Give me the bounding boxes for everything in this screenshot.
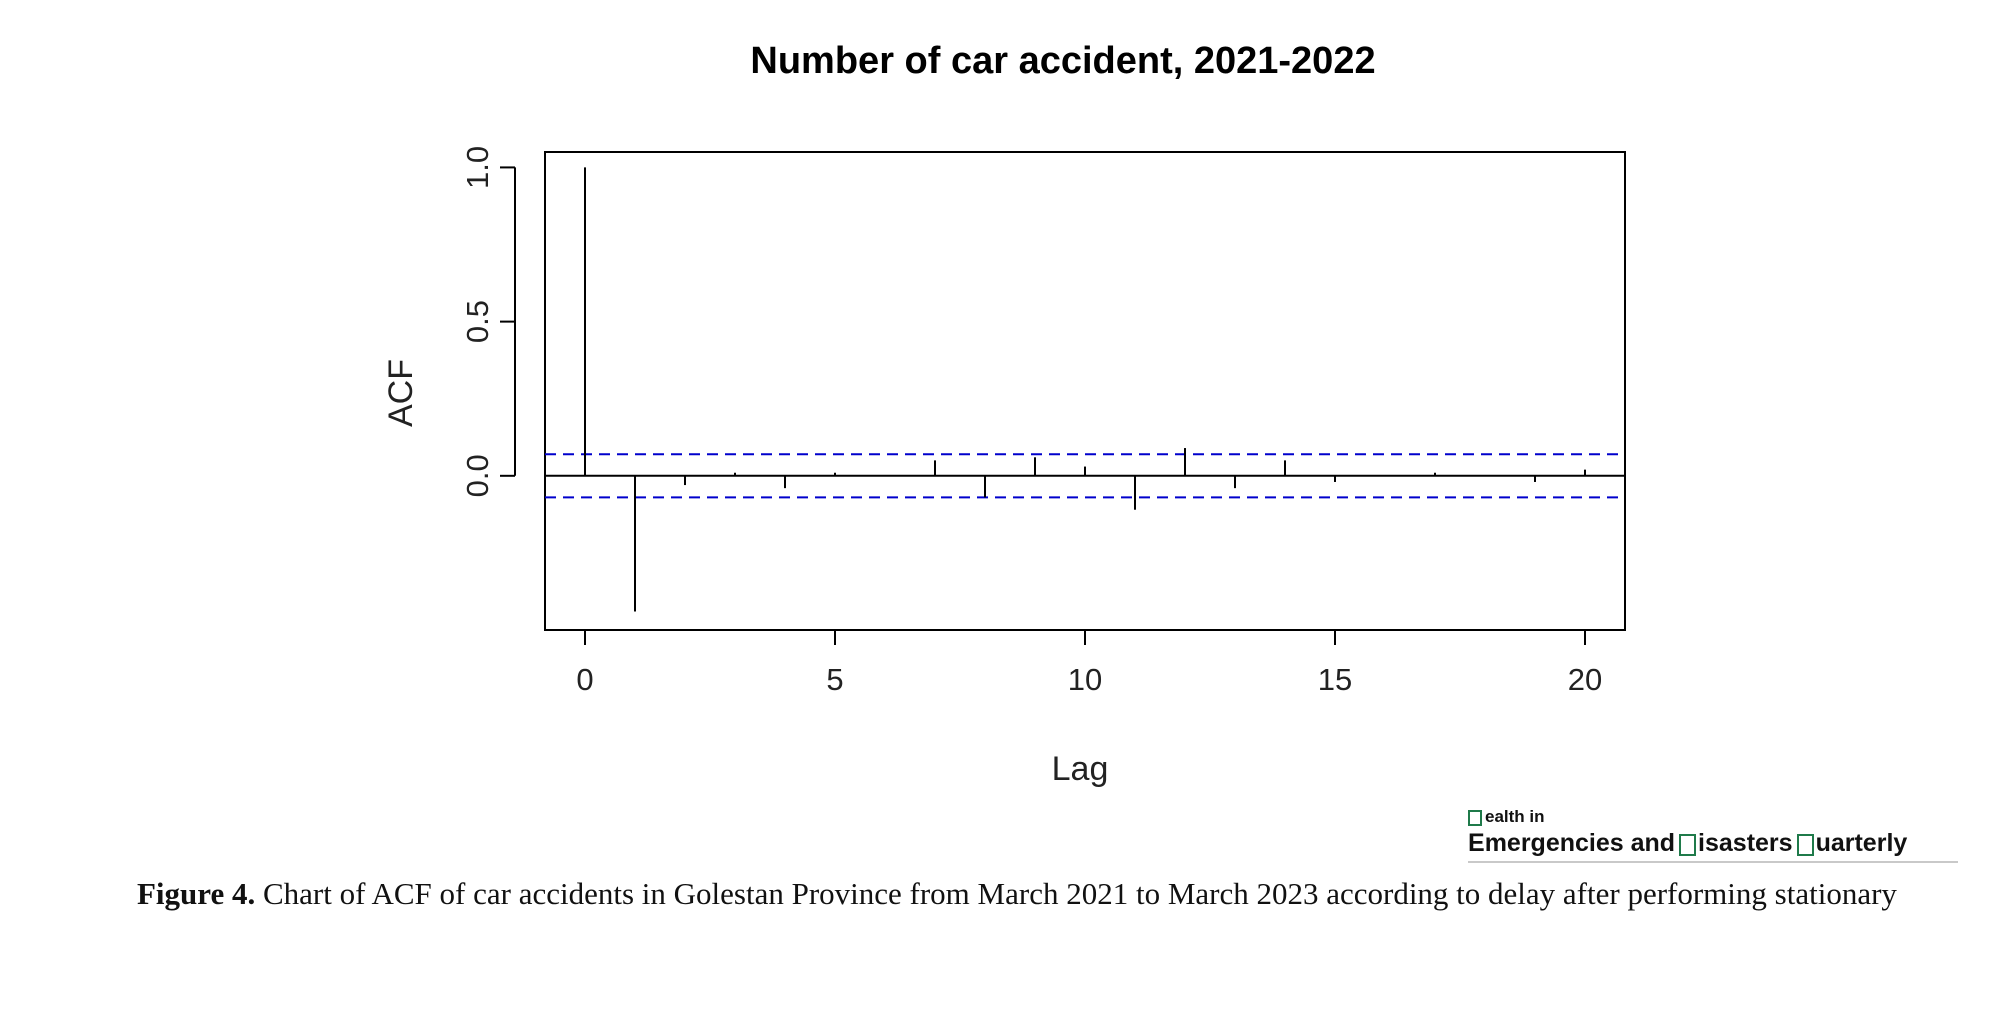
x-tick-label-0: 0 — [576, 662, 593, 697]
x-tick-label-10: 10 — [1068, 662, 1102, 697]
y-tick-label-1: 0.5 — [460, 300, 495, 343]
chart-title: Number of car accident, 2021-2022 — [750, 40, 1375, 82]
acf-chart: Number of car accident, 2021-2022 0 5 10 15… — [382, 40, 1626, 788]
caption-text: Chart of ACF of car accidents in Golesta… — [255, 876, 1897, 911]
y-axis-label: ACF — [382, 359, 420, 427]
x-tick-label-5: 5 — [826, 662, 843, 697]
logo-q-box-icon — [1796, 833, 1814, 856]
journal-logo: ealth in E mergencies and isasters uarte… — [1468, 807, 1958, 863]
plot-frame — [544, 151, 1626, 631]
logo-d-box-icon — [1679, 833, 1697, 856]
x-tick-label-20: 20 — [1568, 662, 1602, 697]
logo-line-2a: mergencies and — [1484, 829, 1676, 857]
logo-line-1: ealth in — [1485, 807, 1545, 826]
y-tick-label-0: 0.0 — [460, 454, 495, 497]
caption-label: Figure 4. — [137, 876, 256, 911]
logo-line-2c: uarterly — [1815, 829, 1908, 857]
logo-letter-e: E — [1468, 829, 1485, 857]
logo-h-box-icon — [1468, 810, 1482, 826]
logo-line-2b: isasters — [1698, 829, 1793, 857]
figure-caption: Figure 4. Chart of ACF of car accidents … — [137, 872, 1963, 916]
x-axis-label: Lag — [1052, 750, 1109, 788]
plot-area: 0 5 10 15 20 0.0 0.5 1.0 — [460, 146, 1626, 697]
logo-rule — [1468, 861, 1958, 863]
x-tick-label-15: 15 — [1318, 662, 1352, 697]
y-tick-label-2: 1.0 — [460, 146, 495, 189]
